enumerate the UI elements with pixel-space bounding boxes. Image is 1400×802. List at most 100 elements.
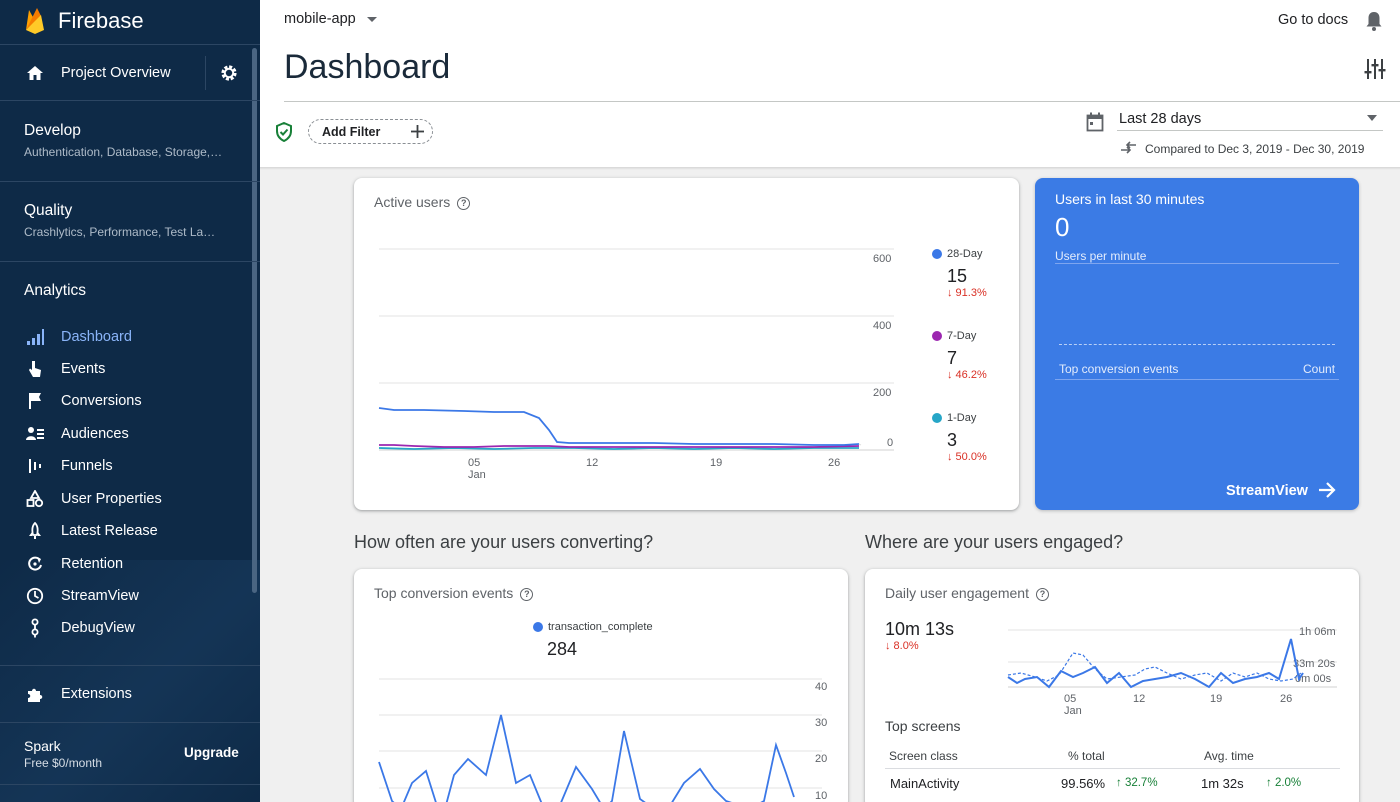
page-title: Dashboard [284,48,451,86]
section-title: Develop [24,122,81,139]
shield-icon [276,122,292,142]
series-1day-line [378,447,859,450]
sidebar-item-label: Latest Release [61,523,158,539]
flag-icon [25,391,45,411]
y-tick-label: 33m 20s [1293,658,1336,670]
section-subtitle: Authentication, Database, Storage,… [24,145,223,159]
comparison-period: Compared to Dec 3, 2019 - Dec 30, 2019 [1145,142,1365,156]
conversions-chart: 40 30 20 10 [378,678,827,802]
header-shadow [260,167,1400,170]
arrow-right-icon[interactable] [1317,481,1337,499]
compare-arrows-icon [1121,141,1136,154]
comparison-series-line [1007,652,1302,682]
help-icon[interactable]: ? [457,197,471,210]
section-subtitle: Crashlytics, Performance, Test La… [24,225,216,239]
sidebar-item-user-properties[interactable]: User Properties [0,488,260,510]
sidebar-item-label: Dashboard [61,329,132,345]
sidebar-item-streamview[interactable]: StreamView [0,585,260,607]
divider [0,722,260,723]
column-header-count: Count [1303,362,1336,376]
sidebar-item-extensions[interactable]: Extensions [0,683,260,705]
upgrade-button[interactable]: Upgrade [184,745,239,760]
app-name: Firebase [58,8,144,33]
active-users-card: Active users? 600 400 200 0 05 Jan 12 19… [354,178,1019,510]
x-tick-label: 26 [1280,693,1292,705]
section-title-conversions: How often are your users converting? [354,532,654,552]
bell-icon[interactable] [1364,10,1384,32]
add-filter-label: Add Filter [322,124,381,139]
y-tick-label: 200 [873,387,891,399]
card-title-text: Daily user engagement [885,585,1029,601]
project-overview-label: Project Overview [61,65,171,81]
sidebar-item-retention[interactable]: Retention [0,553,260,575]
top-conversion-events-card: Top conversion events? transaction_compl… [354,569,848,802]
realtime-title: Users in last 30 minutes [1055,191,1205,207]
audiences-icon [25,424,45,444]
sidebar-item-funnels[interactable]: Funnels [0,455,260,477]
legend-value: 3 [947,430,958,450]
avg-time-delta: ↑ 2.0% [1266,777,1302,789]
analytics-section-title[interactable]: Analytics [24,282,87,299]
x-tick-label: 05 [1064,693,1076,705]
card-title-text: Active users [374,194,451,210]
sidebar-item-dashboard[interactable]: Dashboard [0,326,260,348]
home-icon [25,63,45,83]
series-line [1007,638,1304,689]
sidebar-item-label: Events [61,361,106,377]
section-title-engagement: Where are your users engaged? [865,532,1124,552]
go-to-docs-link[interactable]: Go to docs [1278,12,1349,28]
project-overview-link[interactable]: Project Overview [0,62,260,84]
sidebar-item-events[interactable]: Events [0,358,260,380]
x-tick-sublabel: Jan [468,469,486,481]
rocket-icon [25,521,45,541]
column-header-events: Top conversion events [1059,362,1179,376]
date-range-select[interactable]: Last 28 days [1117,104,1383,131]
card-title: Top conversion events? [374,585,534,601]
realtime-users-card: Users in last 30 minutes 0 Users per min… [1035,178,1359,510]
streamview-link[interactable]: StreamView [1226,483,1308,499]
sidebar: Firebase Project Overview Develop Authen… [0,0,260,802]
realtime-subtitle: Users per minute [1055,249,1147,263]
y-tick-label: 30 [815,717,827,729]
funnels-icon [25,456,45,476]
sidebar-item-label: Audiences [61,426,129,442]
sidebar-item-debugview[interactable]: DebugView [0,617,260,639]
section-title: Quality [24,202,73,219]
gear-icon[interactable] [219,63,239,83]
series-28day-line [378,407,860,446]
chevron-down-icon [1367,115,1377,121]
divider [0,784,260,785]
sidebar-item-conversions[interactable]: Conversions [0,390,260,412]
divider [1055,379,1339,380]
header: mobile-app Go to docs Dashboard Add Filt… [260,0,1400,167]
sidebar-item-latest-release[interactable]: Latest Release [0,520,260,542]
project-selector[interactable]: mobile-app [284,11,356,27]
y-tick-label: 20 [815,753,827,765]
main-area: mobile-app Go to docs Dashboard Add Filt… [260,0,1400,802]
add-filter-button[interactable]: Add Filter [308,119,433,144]
daily-user-engagement-card: Daily user engagement? 10m 13s ↓ 8.0% 1h… [865,569,1359,802]
y-tick-label: 1h 06m [1299,626,1336,638]
card-title: Active users? [374,194,471,210]
dashboard-icon [25,327,45,347]
avg-time-cell: 1m 32s [1201,776,1244,791]
sidebar-scrollbar[interactable] [252,48,257,593]
clock-icon [25,586,45,606]
divider [885,768,1340,769]
help-icon[interactable]: ? [520,588,534,601]
legend-dot-28day [932,249,942,259]
sidebar-item-audiences[interactable]: Audiences [0,423,260,445]
legend-delta: ↓ 46.2% [947,369,987,381]
realtime-value: 0 [1055,212,1070,242]
divider [0,665,260,666]
legend-name: 1-Day [947,412,977,424]
divider [0,44,260,45]
help-icon[interactable]: ? [1035,588,1049,601]
chevron-down-icon[interactable] [367,17,377,22]
legend-name: 7-Day [947,330,977,342]
card-title-text: Top conversion events [374,585,514,601]
plus-icon [411,125,424,138]
sliders-icon[interactable] [1364,58,1386,80]
date-range-value: Last 28 days [1119,111,1202,127]
engagement-value: 10m 13s [885,619,955,639]
